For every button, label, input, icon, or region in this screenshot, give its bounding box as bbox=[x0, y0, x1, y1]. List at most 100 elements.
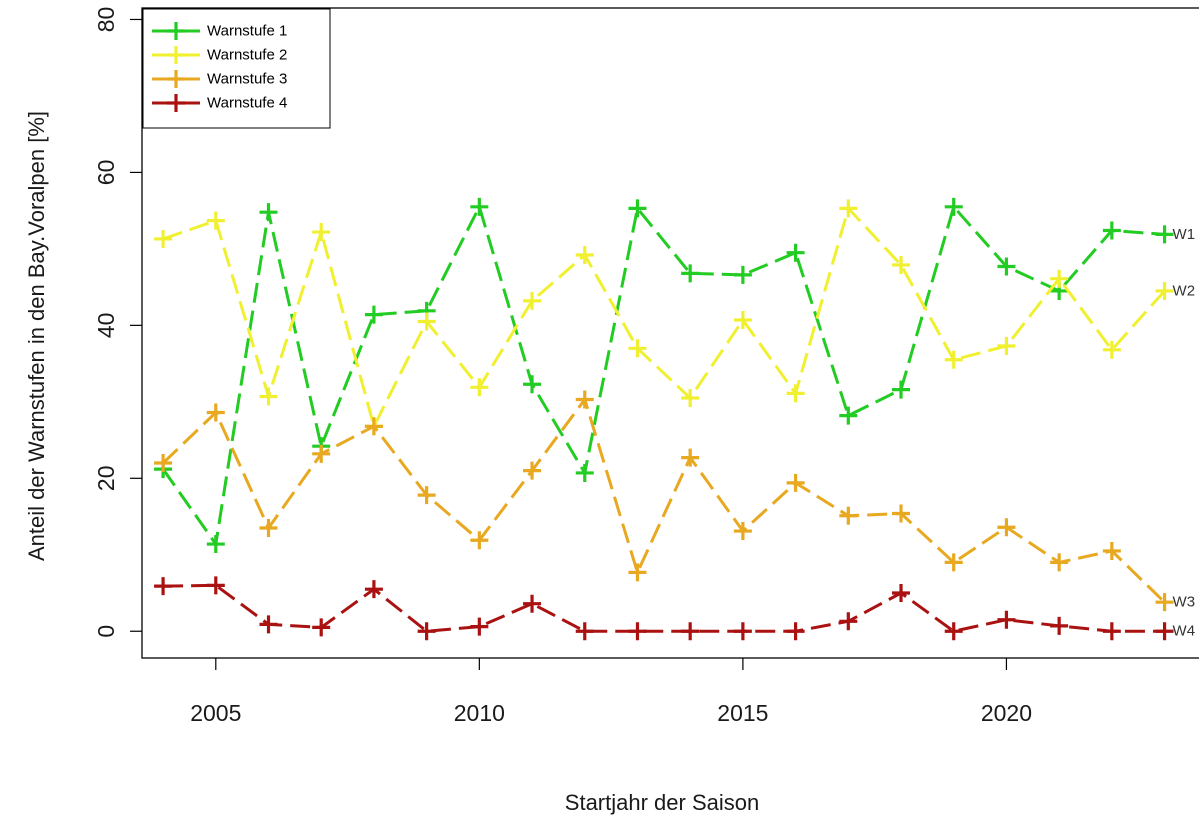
data-point bbox=[154, 454, 173, 472]
data-point bbox=[997, 257, 1016, 276]
series-4 bbox=[154, 576, 1174, 641]
data-point bbox=[628, 199, 647, 218]
series-line bbox=[161, 205, 1165, 546]
data-point bbox=[786, 473, 805, 492]
data-point bbox=[364, 305, 383, 324]
data-point bbox=[892, 380, 911, 399]
data-point bbox=[997, 610, 1016, 629]
x-tick-label: 2020 bbox=[981, 700, 1032, 726]
data-point bbox=[944, 553, 963, 572]
data-point bbox=[206, 535, 225, 554]
data-point bbox=[786, 243, 805, 262]
y-tick-label: 20 bbox=[93, 465, 119, 491]
data-point bbox=[839, 506, 858, 525]
data-point bbox=[364, 580, 383, 599]
data-point bbox=[470, 378, 489, 397]
x-tick-label: 2005 bbox=[190, 700, 241, 726]
data-point bbox=[417, 486, 436, 505]
data-point bbox=[681, 448, 700, 467]
data-point bbox=[1102, 622, 1121, 641]
data-point bbox=[997, 337, 1016, 355]
data-point bbox=[523, 375, 542, 394]
data-point bbox=[259, 519, 278, 537]
data-point bbox=[470, 531, 489, 550]
legend-marker bbox=[167, 94, 185, 112]
x-axis-title: Startjahr der Saison bbox=[565, 790, 759, 815]
legend-label: Warnstufe 2 bbox=[207, 47, 287, 64]
series-end-labels: W1 W2 W3 W4 bbox=[1173, 226, 1196, 640]
data-point bbox=[1050, 553, 1069, 572]
legend-box bbox=[142, 8, 331, 129]
data-point bbox=[733, 522, 752, 541]
data-point bbox=[786, 384, 805, 403]
series-end-label: W3 bbox=[1173, 594, 1196, 611]
data-point bbox=[575, 390, 594, 409]
data-point bbox=[681, 264, 700, 283]
data-point bbox=[733, 622, 752, 641]
data-point bbox=[312, 618, 331, 637]
data-point bbox=[892, 255, 911, 274]
data-point bbox=[839, 406, 858, 425]
data-point bbox=[206, 403, 225, 422]
data-point bbox=[733, 311, 752, 329]
data-point bbox=[470, 617, 489, 636]
data-point bbox=[628, 339, 647, 358]
data-point bbox=[523, 594, 542, 613]
data-point bbox=[154, 229, 173, 248]
series-layer bbox=[154, 197, 1174, 641]
series-2 bbox=[154, 199, 1174, 436]
data-point bbox=[997, 518, 1016, 537]
data-point bbox=[259, 387, 278, 406]
data-point bbox=[944, 197, 963, 216]
x-tick-label: 2015 bbox=[717, 700, 768, 726]
data-point bbox=[628, 563, 647, 582]
data-point bbox=[470, 197, 489, 216]
data-point bbox=[1155, 622, 1174, 641]
y-tick-label: 80 bbox=[93, 7, 119, 33]
data-point bbox=[628, 622, 647, 641]
data-point bbox=[206, 211, 225, 230]
data-point bbox=[364, 417, 383, 436]
data-point bbox=[681, 389, 700, 407]
series-line bbox=[162, 206, 1166, 428]
data-point bbox=[944, 350, 963, 369]
legend: Warnstufe 1 Warnstufe 2 Warnstufe 3 Warnstu… bbox=[142, 8, 331, 129]
data-point bbox=[839, 612, 858, 631]
y-axis-title: Anteil der Warnstufen in den Bay.Voralpe… bbox=[24, 111, 49, 561]
legend-marker bbox=[167, 46, 185, 64]
series-end-label: W1 bbox=[1173, 226, 1196, 243]
series-line bbox=[162, 398, 1166, 604]
data-point bbox=[1050, 269, 1069, 288]
legend-marker bbox=[167, 70, 185, 88]
y-tick-label: 60 bbox=[93, 160, 119, 186]
legend-marker bbox=[167, 22, 185, 40]
data-point bbox=[892, 584, 911, 602]
data-point bbox=[417, 312, 436, 331]
data-point bbox=[259, 615, 278, 634]
data-point bbox=[1155, 225, 1174, 244]
y-axis: 0 20 40 60 80 bbox=[93, 7, 142, 638]
data-point bbox=[206, 576, 225, 595]
data-point bbox=[575, 246, 594, 264]
data-point bbox=[575, 622, 594, 641]
data-point bbox=[1102, 340, 1121, 359]
series-line bbox=[163, 583, 1165, 633]
series-end-label: W2 bbox=[1173, 282, 1196, 299]
series-end-label: W4 bbox=[1173, 623, 1196, 640]
data-point bbox=[1155, 593, 1174, 612]
y-tick-label: 40 bbox=[93, 313, 119, 339]
data-point bbox=[839, 199, 858, 218]
data-point bbox=[575, 463, 594, 482]
data-point bbox=[417, 622, 436, 641]
data-point bbox=[154, 577, 173, 596]
data-point bbox=[733, 265, 752, 284]
x-axis: 2005 2010 2015 2020 bbox=[190, 658, 1032, 726]
data-point bbox=[1102, 221, 1121, 240]
data-point bbox=[786, 622, 805, 641]
data-point bbox=[892, 504, 911, 523]
data-point bbox=[259, 203, 278, 222]
data-point bbox=[1155, 281, 1174, 300]
series-3 bbox=[154, 390, 1174, 612]
x-tick-label: 2010 bbox=[454, 700, 505, 726]
